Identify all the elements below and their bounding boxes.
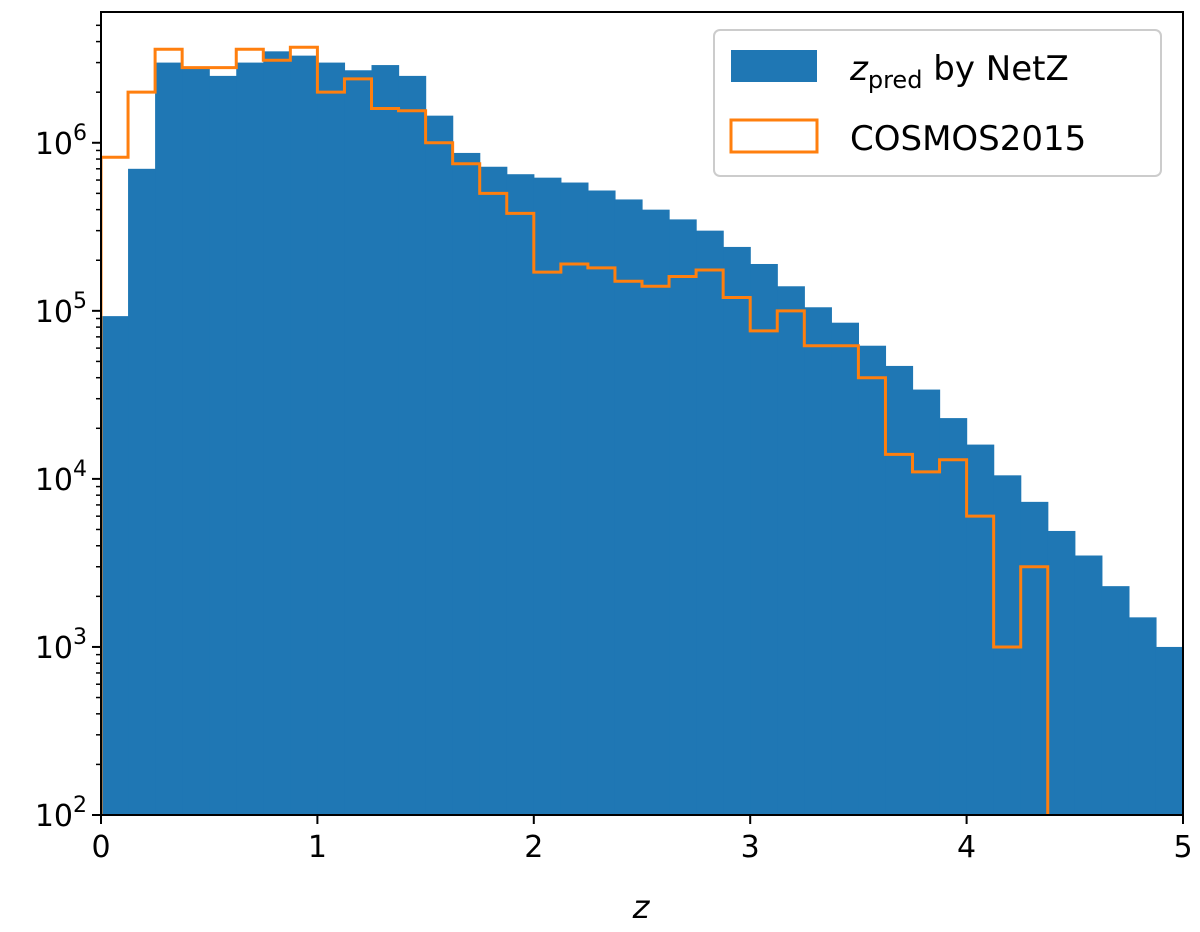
y-tick-label-exponent: 2	[73, 793, 87, 818]
cosmos-step-line	[101, 45, 1050, 815]
netz-bar	[209, 75, 237, 815]
netz-bar	[1074, 555, 1103, 815]
y-tick-label-exponent: 4	[73, 457, 87, 482]
y-tick-label-exponent: 5	[73, 289, 87, 314]
netz-bar	[182, 67, 210, 815]
axis-labels: z	[632, 888, 651, 926]
netz-bar	[642, 209, 670, 815]
netz-histogram-bars	[101, 51, 1183, 815]
netz-bar	[560, 182, 589, 815]
y-tick-label-exponent: 3	[73, 625, 87, 650]
netz-bar	[533, 177, 562, 815]
netz-bar	[101, 316, 129, 815]
x-tick-label: 3	[741, 830, 760, 865]
netz-bar	[236, 62, 264, 815]
legend-label-cosmos: COSMOS2015	[850, 119, 1086, 159]
netz-bar	[290, 55, 318, 815]
netz-bar	[696, 230, 724, 815]
legend-label-netz-rest: by NetZ	[922, 49, 1068, 89]
legend: zpred by NetZ COSMOS2015	[713, 29, 1162, 177]
legend-label-netz-sub: pred	[868, 66, 923, 94]
netz-bar	[344, 70, 373, 815]
netz-bar	[750, 263, 778, 815]
netz-bar	[371, 65, 400, 815]
legend-label-netz-main: z	[849, 49, 869, 89]
y-tick-label-base: 10	[35, 127, 73, 162]
netz-bar	[831, 322, 859, 815]
netz-bar	[1101, 586, 1130, 815]
legend-swatch-netz	[731, 50, 817, 82]
x-tick-label: 2	[524, 830, 543, 865]
netz-bar	[966, 444, 995, 815]
x-tick-label: 5	[1173, 830, 1192, 865]
y-tick-label: 103	[35, 625, 87, 666]
netz-bar	[506, 174, 535, 815]
legend-swatch-cosmos	[729, 118, 819, 154]
legend-label-netz: zpred by NetZ	[849, 49, 1069, 94]
y-tick-label-exponent: 6	[73, 121, 87, 146]
netz-bar	[723, 246, 751, 815]
netz-bar	[452, 152, 481, 815]
netz-bar	[587, 190, 616, 815]
netz-bar	[614, 199, 643, 815]
netz-bar	[993, 475, 1022, 815]
netz-bar	[912, 389, 941, 815]
netz-bar	[1128, 617, 1157, 815]
y-tick-label: 104	[35, 457, 87, 498]
x-tick-label: 4	[957, 830, 976, 865]
netz-bar	[128, 168, 156, 815]
y-tick-label: 102	[35, 793, 87, 834]
netz-bar	[669, 219, 697, 815]
netz-bar	[939, 418, 968, 815]
legend-box	[713, 29, 1162, 177]
netz-bar	[1155, 646, 1183, 815]
netz-bar	[1020, 501, 1049, 815]
x-tick-label: 0	[91, 830, 110, 865]
netz-bar	[777, 286, 805, 815]
netz-bar	[317, 62, 346, 815]
x-axis-label: z	[632, 888, 651, 926]
netz-bar	[885, 365, 914, 815]
netz-bar	[263, 51, 291, 815]
plot-frame	[100, 11, 1184, 816]
cosmos-step-histogram	[101, 45, 1050, 815]
netz-bar	[398, 75, 427, 815]
netz-bar	[425, 115, 454, 815]
netz-bar	[155, 62, 183, 815]
y-tick-label-base: 10	[35, 799, 73, 834]
y-tick-label-base: 10	[35, 295, 73, 330]
axes-frame	[100, 11, 1184, 816]
netz-bar	[479, 166, 508, 815]
netz-bar	[1047, 530, 1076, 815]
y-tick-label: 106	[35, 121, 87, 162]
netz-bar	[858, 345, 887, 815]
y-tick-label-base: 10	[35, 463, 73, 498]
x-tick-label: 1	[308, 830, 327, 865]
y-tick-label-base: 10	[35, 631, 73, 666]
netz-bar	[804, 307, 832, 815]
y-tick-label: 105	[35, 289, 87, 330]
